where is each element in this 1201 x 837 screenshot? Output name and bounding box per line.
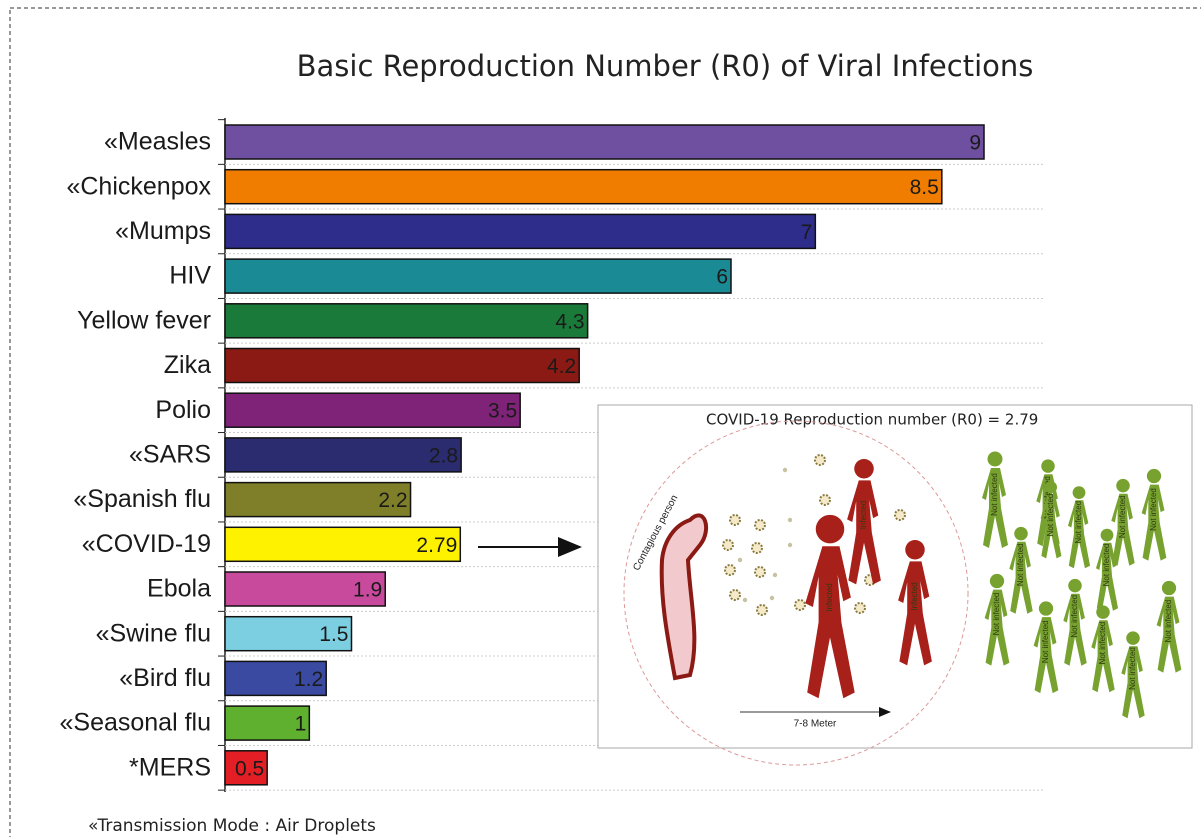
figure-label: Not infected (1118, 495, 1127, 538)
virus (730, 515, 740, 525)
y-tick-label: Polio (155, 396, 211, 424)
distance-label: 7-8 Meter (794, 719, 837, 730)
y-tick-label: «Seasonal flu (59, 709, 211, 737)
bar (225, 125, 984, 159)
inset: COVID-19 Reproduction number (R0) = 2.79… (598, 405, 1192, 765)
droplet (788, 543, 792, 547)
footnote: «Transmission Mode : Air Droplets (88, 816, 376, 836)
y-tick-label: Ebola (147, 575, 211, 603)
virus (755, 567, 765, 577)
virus (730, 590, 740, 600)
figure-label: Not infected (1149, 488, 1158, 531)
figure-label: Not infected (1046, 494, 1055, 537)
value-label: 7 (801, 221, 813, 244)
y-tick-label: «Bird flu (119, 664, 211, 692)
figure-label: Infected (910, 582, 919, 610)
y-tick-label: HIV (169, 262, 211, 290)
value-label: 6 (716, 266, 728, 289)
virus (725, 565, 735, 575)
value-label: 1.5 (319, 623, 348, 646)
virus (895, 510, 905, 520)
figure-label: Not infected (1098, 622, 1107, 665)
droplet (743, 598, 747, 602)
bar (225, 393, 520, 427)
droplet (770, 596, 774, 600)
virus (820, 495, 830, 505)
y-tick-label: Yellow fever (77, 306, 211, 334)
figure-label: Not infected (1070, 595, 1079, 638)
inset-title: COVID-19 Reproduction number (R0) = 2.79 (706, 411, 1038, 429)
y-tick-label: «Mumps (115, 217, 211, 245)
chart-title: Basic Reproduction Number (R0) of Viral … (297, 49, 1034, 83)
y-tick-label: «SARS (129, 441, 211, 469)
figure-label: Infected (825, 583, 834, 611)
value-label: 2.8 (429, 444, 458, 467)
bar (225, 214, 815, 248)
value-label: 4.2 (547, 355, 576, 378)
figure-label: Not infected (1164, 600, 1173, 643)
virus (752, 543, 762, 553)
value-label: 2.2 (378, 489, 407, 512)
virus (795, 600, 805, 610)
value-label: 9 (969, 132, 981, 155)
virus (855, 603, 865, 613)
figure-label: Not infected (1074, 501, 1083, 544)
value-label: 3.5 (488, 400, 517, 423)
value-label: 8.5 (910, 176, 939, 199)
figure-label: Not infected (1102, 544, 1111, 587)
page: {"chart_data": { "type": "barh", "title"… (0, 0, 1201, 837)
figure-label: Not infected (992, 593, 1001, 636)
droplet (738, 558, 742, 562)
y-tick-label: «COVID-19 (82, 530, 211, 558)
y-tick-label: «Spanish flu (73, 485, 211, 513)
bar (225, 438, 461, 472)
figure-label: Not infected (990, 473, 999, 516)
chart: Basic Reproduction Number (R0) of Viral … (0, 0, 1201, 837)
value-label: 1.2 (294, 668, 323, 691)
y-tick-label: *MERS (129, 753, 211, 781)
virus (815, 455, 825, 465)
figure-label: Not infected (1128, 647, 1137, 690)
bar (225, 304, 588, 338)
value-label: 4.3 (555, 310, 584, 333)
figure-label: Not infected (1041, 620, 1050, 663)
y-tick-label: «Swine flu (96, 619, 211, 647)
value-label: 2.79 (416, 534, 457, 557)
virus (723, 540, 733, 550)
bar (225, 349, 579, 383)
value-label: 1.9 (353, 579, 382, 602)
virus (757, 605, 767, 615)
virus (755, 520, 765, 530)
figure-label: Not infected (1016, 543, 1025, 586)
y-tick-label: Zika (164, 351, 211, 379)
y-tick-label: «Measles (104, 128, 211, 156)
value-label: 0.5 (235, 757, 264, 780)
bar (225, 170, 942, 204)
droplet (783, 468, 787, 472)
droplet (788, 518, 792, 522)
droplet (773, 573, 777, 577)
figure-label: Infected (859, 501, 868, 529)
value-label: 1 (295, 713, 307, 736)
y-tick-label: «Chickenpox (66, 172, 211, 200)
bar (225, 259, 731, 293)
